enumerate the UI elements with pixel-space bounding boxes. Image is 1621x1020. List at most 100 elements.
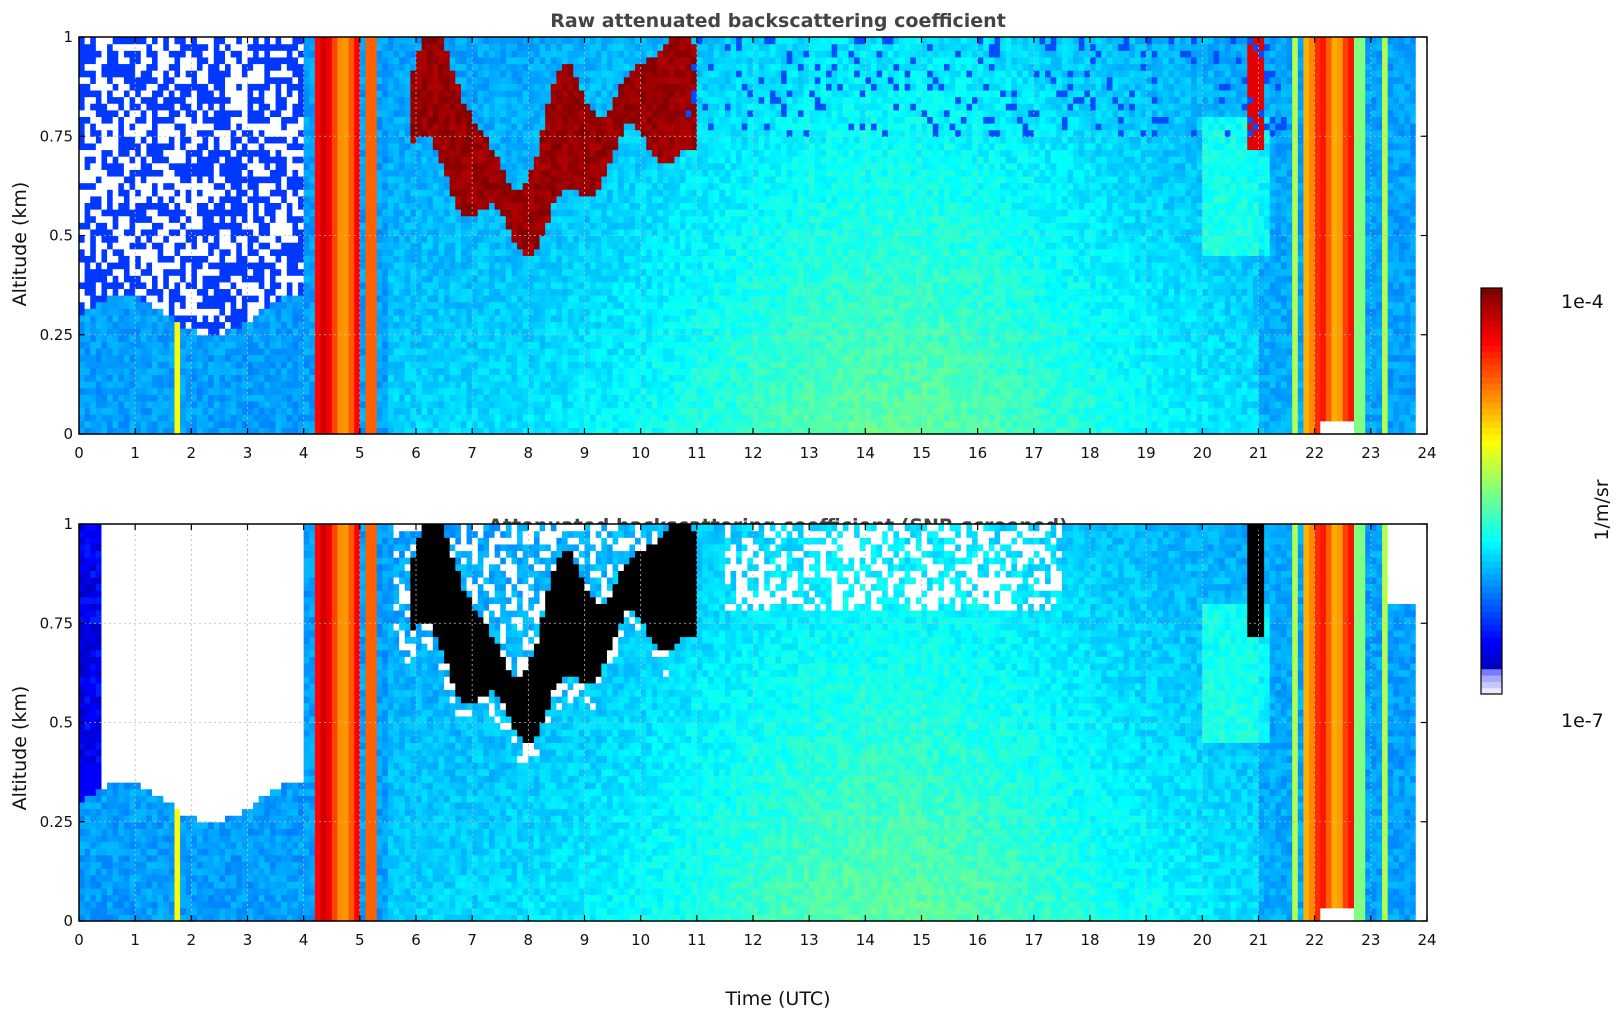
heatmap-cell bbox=[455, 242, 461, 249]
heatmap-cell bbox=[427, 408, 433, 415]
heatmap-cell bbox=[315, 110, 321, 117]
heatmap-cell bbox=[79, 50, 85, 57]
heatmap-cell bbox=[96, 361, 102, 368]
heatmap-cell bbox=[517, 295, 523, 302]
heatmap-cell bbox=[377, 216, 383, 223]
heatmap-cell bbox=[270, 374, 276, 381]
heatmap-cell bbox=[79, 110, 85, 117]
heatmap-cell bbox=[517, 57, 523, 64]
heatmap-cell bbox=[253, 130, 259, 137]
heatmap-cell bbox=[394, 302, 400, 309]
heatmap-cell bbox=[371, 361, 377, 368]
heatmap-cell bbox=[225, 116, 231, 123]
heatmap-cell bbox=[174, 348, 180, 355]
heatmap-cell bbox=[528, 143, 534, 150]
heatmap-cell bbox=[248, 361, 254, 368]
heatmap-cell bbox=[461, 149, 467, 156]
heatmap-cell bbox=[259, 103, 265, 110]
heatmap-cell bbox=[231, 130, 237, 137]
heatmap-cell bbox=[79, 255, 85, 262]
heatmap-cell bbox=[203, 308, 209, 315]
heatmap-cell bbox=[270, 97, 276, 104]
heatmap-cell bbox=[500, 335, 506, 342]
heatmap-cell bbox=[382, 394, 388, 401]
heatmap-cell bbox=[540, 183, 546, 190]
heatmap-cell bbox=[225, 269, 231, 276]
heatmap-cell bbox=[304, 355, 310, 362]
heatmap-cell bbox=[214, 322, 220, 329]
heatmap-cell bbox=[360, 222, 366, 229]
heatmap-cell bbox=[276, 216, 282, 223]
heatmap-cell bbox=[478, 368, 484, 375]
heatmap-cell bbox=[304, 229, 310, 236]
heatmap-cell bbox=[495, 50, 501, 57]
heatmap-cell bbox=[219, 130, 225, 137]
heatmap-cell bbox=[135, 90, 141, 97]
heatmap-cell bbox=[152, 176, 158, 183]
heatmap-cell bbox=[214, 57, 220, 64]
heatmap-cell bbox=[203, 242, 209, 249]
heatmap-cell bbox=[163, 341, 169, 348]
heatmap-cell bbox=[85, 110, 91, 117]
heatmap-cell bbox=[124, 288, 130, 295]
heatmap-cell bbox=[332, 262, 338, 269]
heatmap-cell bbox=[455, 216, 461, 223]
heatmap-cell bbox=[343, 57, 349, 64]
heatmap-cell bbox=[337, 196, 343, 203]
heatmap-cell bbox=[152, 97, 158, 104]
heatmap-cell bbox=[337, 90, 343, 97]
heatmap-cell bbox=[191, 123, 197, 130]
heatmap-cell bbox=[399, 262, 405, 269]
heatmap-cell bbox=[152, 209, 158, 216]
heatmap-cell bbox=[455, 57, 461, 64]
heatmap-cell bbox=[405, 183, 411, 190]
heatmap-cell bbox=[90, 196, 96, 203]
heatmap-cell bbox=[158, 288, 164, 295]
heatmap-cell bbox=[281, 57, 287, 64]
heatmap-cell bbox=[450, 136, 456, 143]
heatmap-cell bbox=[163, 209, 169, 216]
heatmap-cell bbox=[394, 110, 400, 117]
heatmap-cell bbox=[343, 50, 349, 57]
heatmap-cell bbox=[96, 202, 102, 209]
heatmap-cell bbox=[191, 37, 197, 44]
heatmap-cell bbox=[388, 381, 394, 388]
heatmap-cell bbox=[276, 381, 282, 388]
heatmap-cell bbox=[85, 236, 91, 243]
heatmap-cell bbox=[467, 308, 473, 315]
heatmap-cell bbox=[315, 249, 321, 256]
heatmap-cell bbox=[208, 103, 214, 110]
heatmap-cell bbox=[118, 189, 124, 196]
heatmap-cell bbox=[405, 50, 411, 57]
heatmap-cell bbox=[253, 143, 259, 150]
heatmap-cell bbox=[433, 123, 439, 130]
heatmap-cell bbox=[163, 249, 169, 256]
heatmap-cell bbox=[500, 414, 506, 421]
heatmap-cell bbox=[540, 288, 546, 295]
heatmap-cell bbox=[315, 57, 321, 64]
heatmap-cell bbox=[528, 328, 534, 335]
heatmap-cell bbox=[315, 315, 321, 322]
heatmap-cell bbox=[450, 143, 456, 150]
heatmap-cell bbox=[534, 103, 540, 110]
heatmap-cell bbox=[101, 163, 107, 170]
heatmap-cell bbox=[107, 163, 113, 170]
heatmap-cell bbox=[455, 288, 461, 295]
heatmap-cell bbox=[85, 57, 91, 64]
heatmap-cell bbox=[483, 229, 489, 236]
heatmap-cell bbox=[180, 355, 186, 362]
heatmap-cell bbox=[158, 44, 164, 51]
heatmap-cell bbox=[101, 37, 107, 44]
heatmap-cell bbox=[304, 414, 310, 421]
heatmap-cell bbox=[214, 308, 220, 315]
heatmap-cell bbox=[191, 209, 197, 216]
heatmap-cell bbox=[113, 381, 119, 388]
heatmap-cell bbox=[264, 116, 270, 123]
heatmap-cell bbox=[422, 163, 428, 170]
heatmap-cell bbox=[332, 136, 338, 143]
heatmap-cell bbox=[214, 381, 220, 388]
heatmap-cell bbox=[248, 236, 254, 243]
heatmap-cell bbox=[517, 77, 523, 84]
heatmap-cell bbox=[337, 149, 343, 156]
heatmap-cell bbox=[472, 374, 478, 381]
